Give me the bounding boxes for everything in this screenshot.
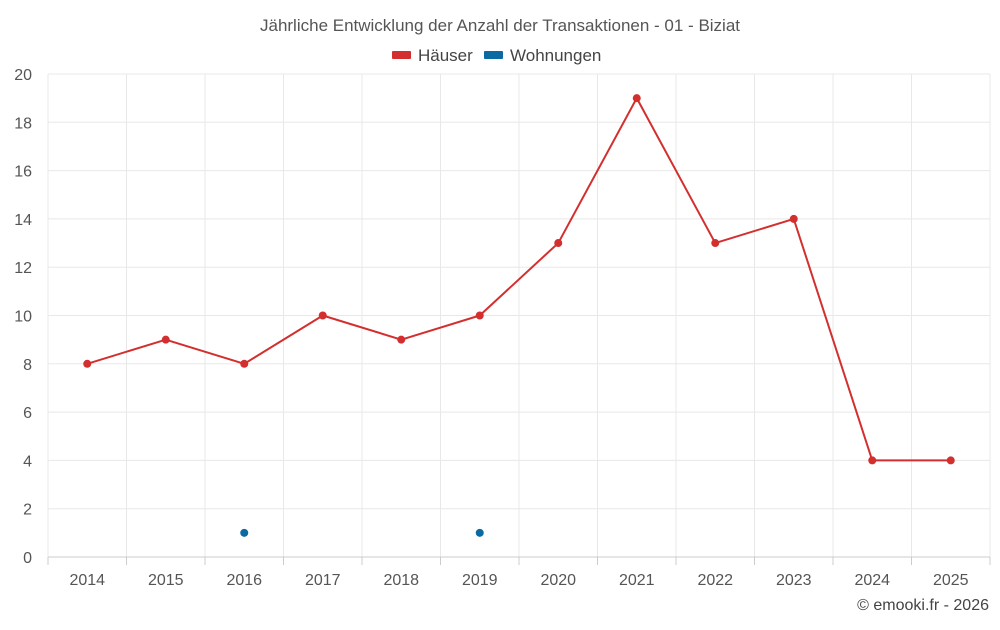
data-point-haeuser[interactable] [240,359,249,368]
y-tick-label: 20 [14,67,32,84]
y-axis: 0 2 4 6 8 10 12 14 16 18 20 [14,67,32,567]
data-point-haeuser[interactable] [632,94,641,103]
x-tick-label: 2015 [148,572,184,589]
x-tick-label: 2023 [776,572,812,589]
data-point-haeuser[interactable] [475,311,484,320]
y-tick-label: 12 [14,260,32,277]
y-tick-label: 18 [14,115,32,132]
series-wohnungen [240,528,484,537]
data-point-haeuser[interactable] [868,456,877,465]
data-point-haeuser[interactable] [83,359,92,368]
series-layer [83,94,955,537]
x-tick-label: 2022 [697,572,733,589]
y-tick-label: 2 [23,502,32,519]
legend-label-wohnungen: Wohnungen [510,46,601,65]
data-point-haeuser[interactable] [318,311,327,320]
x-tick-label: 2019 [462,572,498,589]
data-point-haeuser[interactable] [161,335,170,344]
y-tick-label: 0 [23,550,32,567]
data-point-haeuser[interactable] [554,239,563,248]
chart-title: Jährliche Entwicklung der Anzahl der Tra… [260,16,740,35]
data-point-wohnungen[interactable] [240,528,249,537]
legend-item-wohnungen[interactable]: Wohnungen [484,46,601,65]
series-line-haeuser [86,97,951,462]
legend-label-haeuser: Häuser [418,46,473,65]
x-tick-label: 2020 [540,572,576,589]
data-point-wohnungen[interactable] [475,528,484,537]
credit-text: © emooki.fr - 2026 [857,597,989,614]
legend: Häuser Wohnungen [392,46,601,65]
series-haeuser [83,94,955,465]
data-point-haeuser[interactable] [397,335,406,344]
data-point-haeuser[interactable] [946,456,955,465]
y-tick-label: 6 [23,405,32,422]
x-tick-label: 2018 [383,572,419,589]
x-axis: 2014 2015 2016 2017 2018 2019 2020 2021 2022 2023… [47,556,991,589]
data-point-haeuser[interactable] [789,214,798,223]
x-tick-label: 2014 [69,572,105,589]
y-tick-label: 4 [23,453,32,470]
legend-item-haeuser[interactable]: Häuser [392,46,473,65]
legend-swatch-haeuser [392,51,411,59]
grid [47,73,991,557]
x-tick-label: 2024 [854,572,890,589]
x-tick-label: 2016 [226,572,262,589]
y-tick-label: 14 [14,212,32,229]
y-tick-label: 16 [14,164,32,181]
x-tick-label: 2017 [305,572,341,589]
x-tick-label: 2021 [619,572,655,589]
x-tick-label: 2025 [933,572,969,589]
y-tick-label: 10 [14,309,32,326]
legend-swatch-wohnungen [484,51,503,59]
y-tick-label: 8 [23,357,32,374]
data-point-haeuser[interactable] [711,239,720,248]
